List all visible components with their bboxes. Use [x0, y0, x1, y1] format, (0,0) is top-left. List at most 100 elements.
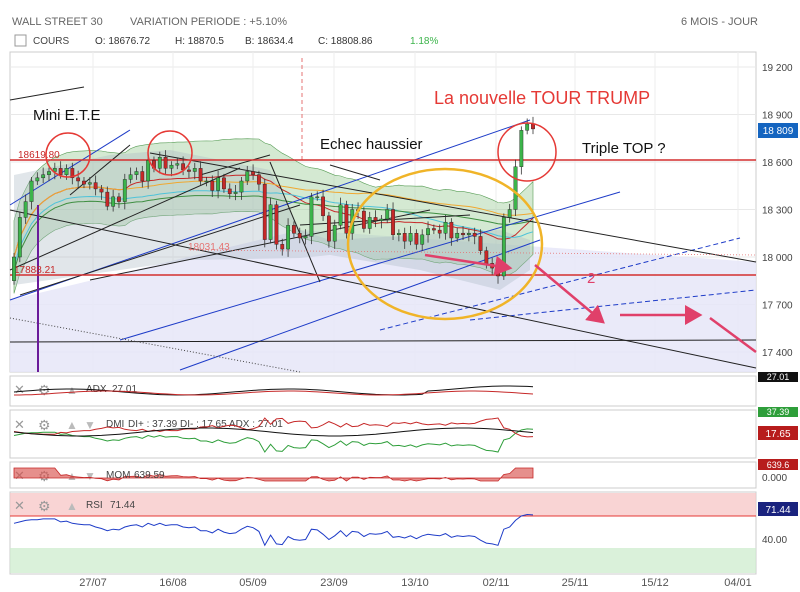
candle-down [198, 168, 203, 182]
close-icon[interactable]: ✕ [14, 382, 25, 397]
candle-down [163, 157, 168, 169]
adx-axis-tag [758, 372, 798, 382]
candle-down [222, 177, 226, 190]
arrow-up-icon[interactable]: ▲ [66, 418, 78, 432]
change-value: 1.18% [410, 36, 438, 47]
candle-down [187, 169, 191, 172]
dashed-line-1 [379, 237, 741, 331]
candle-down [484, 250, 489, 264]
price-tick: 19 200 [762, 63, 793, 74]
price-tick: 17 400 [762, 348, 793, 359]
gear-icon[interactable]: ⚙ [38, 498, 51, 514]
candle-up [12, 256, 16, 281]
mom-tag-label: 639.6 [767, 460, 790, 470]
candle-up [385, 209, 390, 220]
candle-up [29, 180, 34, 202]
candle-down [531, 123, 535, 130]
candle-down [496, 267, 500, 277]
mm60-line [13, 180, 534, 258]
dmi-red-tag [758, 426, 798, 440]
mini-ete-line [9, 86, 85, 101]
candle-down [449, 221, 454, 239]
candle-up [47, 171, 51, 175]
candle-up [443, 221, 448, 234]
close-icon[interactable]: ✕ [14, 417, 25, 432]
current-price-label: 18 809 [763, 126, 794, 137]
mom-zero-tick: 0.000 [762, 473, 787, 484]
cours-row: COURS O: 18676.72 H: 18870.5 B: 18634.4 … [14, 34, 438, 47]
candle-up [128, 174, 133, 180]
rsi-tag [758, 502, 798, 516]
price-tick: 18 600 [762, 158, 793, 169]
annotation-echec: Echec haussier [320, 136, 423, 153]
candle-up [169, 164, 174, 169]
rsi-label: RSI [86, 500, 103, 511]
dmi-minus-line [13, 417, 534, 438]
cours-checkbox[interactable] [14, 34, 27, 47]
candle-up [52, 168, 57, 172]
candle-down [140, 171, 145, 182]
candle-up [501, 217, 506, 277]
adx-axis-tag-label: 27.01 [767, 372, 790, 382]
candle-up [64, 168, 69, 175]
date-tick: 02/11 [483, 577, 510, 589]
arrow-down-icon[interactable]: ▼ [84, 469, 96, 483]
high-value: H: 18870.5 [175, 36, 224, 47]
candle-up [122, 179, 127, 202]
candle-down [391, 209, 395, 236]
price-tick: 18 300 [762, 206, 793, 217]
mid-level-line [189, 249, 757, 256]
candle-down [373, 217, 378, 221]
arrow-up-icon[interactable]: ▲ [66, 499, 78, 513]
consolidation-ellipse [346, 167, 544, 321]
candle-down [414, 233, 419, 245]
gear-icon[interactable]: ⚙ [38, 417, 51, 433]
candle-down [262, 183, 267, 240]
candles [12, 116, 535, 285]
candle-down [93, 182, 98, 190]
candle-up [303, 236, 308, 239]
arrow-down-icon[interactable]: ▼ [84, 418, 96, 432]
date-axis: 27/07 16/08 05/09 23/09 13/10 02/11 25/11 15/12… [79, 577, 752, 589]
low-value: B: 18634.4 [245, 36, 294, 47]
candle-down [292, 225, 296, 234]
candle-down [117, 196, 121, 202]
candle-up [245, 171, 250, 182]
candle-up [455, 233, 460, 239]
candle-up [507, 209, 512, 218]
candle-down [76, 177, 81, 182]
period-label[interactable]: 6 MOIS - JOUR [681, 16, 758, 28]
close-value: C: 18808.86 [318, 36, 373, 47]
resistance-descending [149, 152, 757, 263]
mom-tag [758, 459, 798, 470]
date-tick: 25/11 [562, 577, 589, 589]
arrow-up-icon[interactable]: ▲ [66, 383, 78, 397]
annotation-triple-top: Triple TOP ? [582, 140, 666, 157]
arrow-2 [534, 264, 605, 324]
date-tick: 16/08 [159, 577, 187, 589]
mm200-line [13, 195, 534, 272]
candle-up [513, 166, 518, 210]
candle-down [227, 188, 232, 194]
candle-up [157, 157, 162, 169]
candle-up [420, 234, 425, 245]
level-mid-label: 18031.43 [188, 242, 230, 253]
candle-down [280, 244, 285, 250]
horizontal-black [9, 339, 757, 343]
mom-area [13, 467, 534, 482]
price-tick: 18 000 [762, 253, 793, 264]
candle-up [41, 174, 46, 179]
dmi-adx-line [13, 427, 534, 437]
candle-down [344, 204, 349, 234]
cours-label: COURS [33, 36, 69, 47]
candle-up [315, 196, 320, 199]
rsi-controls: ✕ ⚙ ▲ [14, 498, 78, 514]
candle-down [210, 180, 215, 191]
black-trend-5 [269, 161, 321, 283]
close-icon[interactable]: ✕ [14, 498, 25, 513]
black-trend-4 [89, 209, 431, 281]
candle-down [431, 228, 436, 231]
candle-down [478, 236, 483, 251]
dmi-green-tag [758, 407, 798, 417]
rsi-overbought-zone [10, 493, 756, 516]
